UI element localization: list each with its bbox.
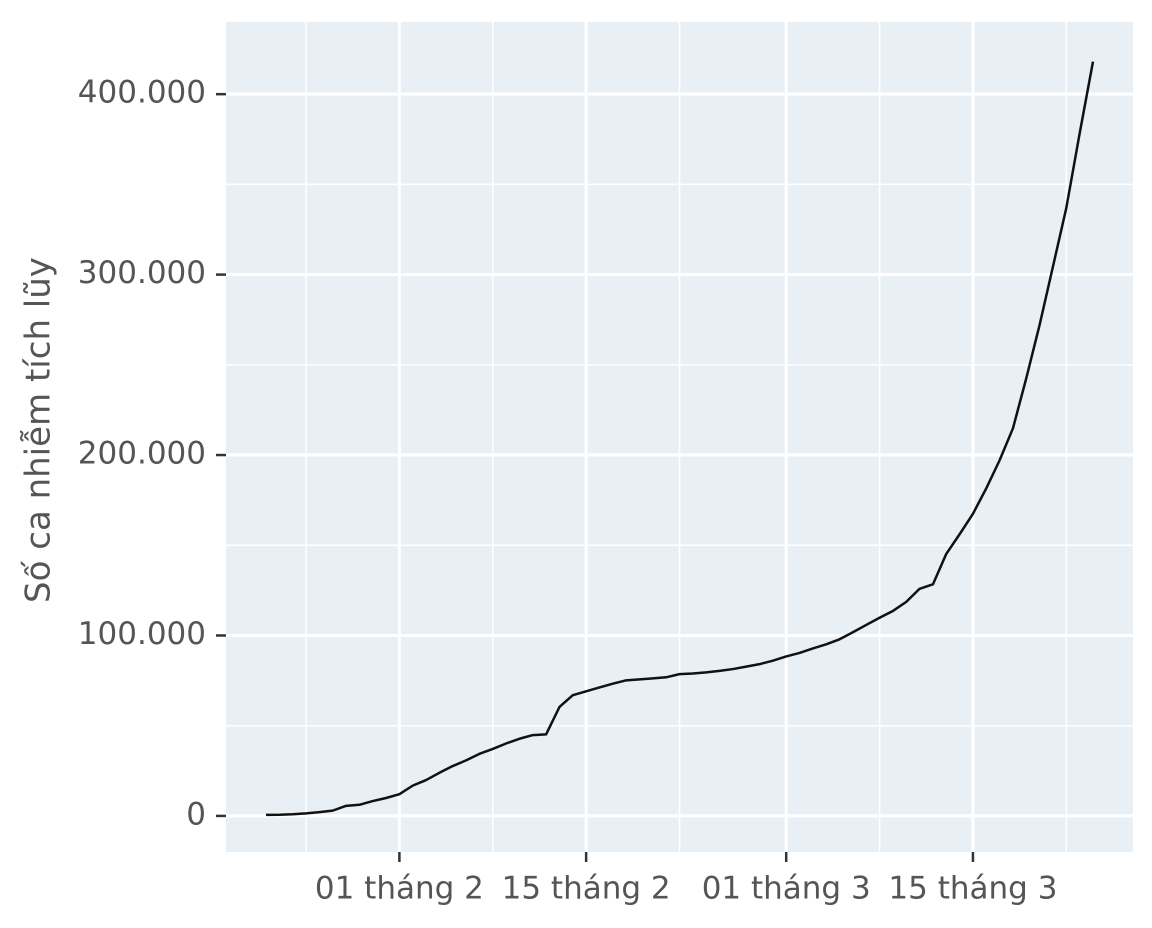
- y-axis-label: Số ca nhiễm tích lũy: [19, 257, 59, 603]
- x-tick-label: 15 tháng 3: [888, 871, 1057, 907]
- y-tick-label: 400.000: [78, 75, 206, 111]
- y-tick-label: 0: [186, 796, 206, 832]
- y-tick-label: 100.000: [78, 616, 206, 652]
- x-tick-label: 15 tháng 2: [502, 871, 671, 907]
- y-tick-label: 300.000: [78, 255, 206, 291]
- y-tick-label: 200.000: [78, 436, 206, 472]
- x-tick-label: 01 tháng 2: [315, 871, 484, 907]
- x-tick-label: 01 tháng 3: [702, 871, 871, 907]
- data-line: [265, 61, 1095, 817]
